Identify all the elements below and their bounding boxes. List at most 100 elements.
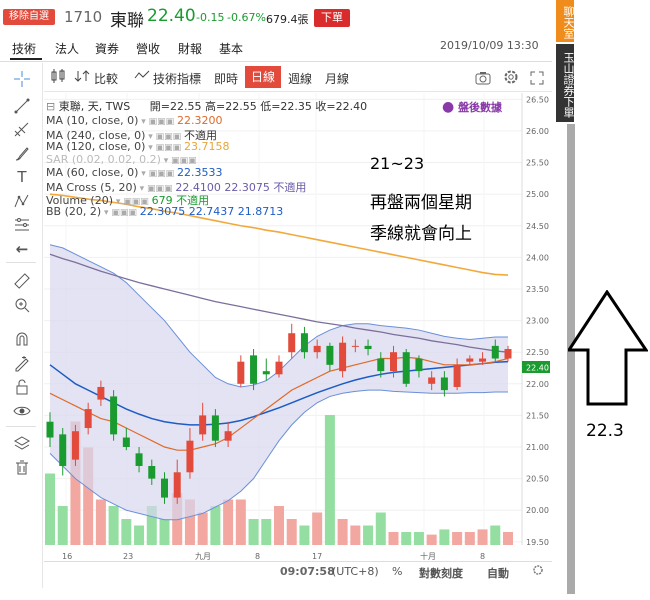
settings-small-icon[interactable] xyxy=(532,564,544,579)
chat-room-tab[interactable]: 聊天室 xyxy=(556,0,575,42)
chart-bottom-bar: 09:07:58 (UTC+8) % 對數刻度 自動 xyxy=(44,561,552,582)
price-axis: 26.50 26.00 25.50 25.00 24.50 24.00 23.50 23.00… xyxy=(526,95,549,547)
price-tick-label: 19.50 xyxy=(526,538,549,547)
candle-body xyxy=(491,345,499,359)
price-tick-label: 20.50 xyxy=(526,475,549,484)
ma240-line xyxy=(49,253,509,353)
lock-icon[interactable] xyxy=(13,378,31,396)
legend-title-row: ⊟ 東聯, 天, TWS 開=22.55 高=22.55 低=22.35 收=2… xyxy=(46,98,367,114)
pattern-icon[interactable] xyxy=(13,192,31,210)
candle-body xyxy=(186,440,194,473)
zoom-in-icon[interactable] xyxy=(13,296,31,314)
tab-basic[interactable]: 基本 xyxy=(219,42,244,56)
legend-line-value: 22.3200 xyxy=(177,114,223,127)
layers-icon[interactable] xyxy=(13,434,31,452)
ma60-line xyxy=(49,360,509,426)
legend-line-label: SAR (0.02, 0.02, 0.2) xyxy=(46,153,161,166)
percent-toggle[interactable]: % xyxy=(392,565,403,578)
compare-button[interactable]: 比較 xyxy=(94,72,119,86)
up-arrow-icon xyxy=(566,289,649,410)
legend-line-row[interactable]: BB (20, 2) ▾ ▣▣▣ 22.3075 22.7437 21.8713 xyxy=(46,205,306,218)
auto-scale-toggle[interactable]: 自動 xyxy=(487,567,509,580)
volume-bar xyxy=(401,532,412,545)
after-hours-label: ● 盤後數據 xyxy=(442,99,503,115)
legend-line-row[interactable]: MA (240, close, 0) ▾ ▣▣▣ 不適用 xyxy=(46,127,306,142)
vertical-scrollbar[interactable] xyxy=(567,124,575,594)
volume-bar xyxy=(70,421,81,545)
volume-bar xyxy=(350,525,361,545)
candle-type-icon[interactable] xyxy=(50,68,66,87)
candle-body xyxy=(161,478,168,498)
legend-line-row[interactable]: Volume (20) ▾ ▣▣▣ 679 不適用 xyxy=(46,192,306,207)
candle-body xyxy=(71,431,79,460)
order-button[interactable]: 下單 xyxy=(314,9,350,27)
legend-line-row[interactable]: MA Cross (5, 20) ▾ ▣▣▣ 22.4100 22.3075 不… xyxy=(46,179,306,194)
tab-technical[interactable]: 技術 xyxy=(12,42,37,56)
camera-icon[interactable] xyxy=(475,70,491,89)
indicators-icon[interactable] xyxy=(134,69,150,84)
volume-bar xyxy=(235,499,246,545)
legend-line-row[interactable]: MA (120, close, 0) ▾ ▣▣▣ 23.7158 xyxy=(46,140,306,153)
legend-line-label: MA (240, close, 0) xyxy=(46,129,146,142)
volume-bar xyxy=(464,532,475,545)
compare-icon[interactable] xyxy=(74,69,90,86)
back-arrow-icon[interactable]: ← xyxy=(15,240,29,258)
tab-margin[interactable]: 資券 xyxy=(95,42,120,56)
log-scale-toggle[interactable]: 對數刻度 xyxy=(419,567,463,580)
interval-weekly[interactable]: 週線 xyxy=(288,72,313,86)
position-tool-icon[interactable] xyxy=(13,216,31,234)
indicators-button[interactable]: 技術指標 xyxy=(153,72,202,86)
legend-line-label: MA (120, close, 0) xyxy=(46,140,146,153)
volume-bar xyxy=(223,499,234,545)
legend-line-value: 不適用 xyxy=(184,129,218,142)
legend-line-row[interactable]: MA (60, close, 0) ▾ ▣▣▣ 22.3533 xyxy=(46,166,306,179)
volume-bar xyxy=(134,525,145,545)
price-tick-label: 23.50 xyxy=(526,285,549,294)
annotation-line1: 再盤兩個星期 xyxy=(370,193,472,213)
tab-revenue[interactable]: 營收 xyxy=(136,42,161,56)
volume-bar xyxy=(146,506,157,545)
trash-icon[interactable] xyxy=(13,458,31,476)
timezone[interactable]: (UTC+8) xyxy=(332,565,379,578)
eye-icon[interactable] xyxy=(13,402,31,420)
remove-watchlist-button[interactable]: 移除自選 xyxy=(3,9,55,25)
volume-bar xyxy=(210,506,221,545)
candle-body xyxy=(59,434,67,466)
text-tool-icon[interactable]: T xyxy=(17,168,27,186)
ruler-icon[interactable] xyxy=(13,272,31,290)
price-chart[interactable]: 26.50 26.00 25.50 25.00 24.50 24.00 23.50 23.00… xyxy=(44,93,552,563)
candle-body xyxy=(211,415,219,441)
crosshair-icon[interactable] xyxy=(13,70,31,88)
candle-body xyxy=(148,465,156,479)
interval-daily[interactable]: 日線 xyxy=(245,66,281,88)
settings-icon[interactable] xyxy=(503,69,519,89)
interval-intraday[interactable]: 即時 xyxy=(214,72,239,86)
legend-controls-icon: ▾ ▣▣▣ xyxy=(138,117,178,127)
fib-tool-icon[interactable] xyxy=(13,121,31,139)
tab-financials[interactable]: 財報 xyxy=(178,42,203,56)
tab-institutional[interactable]: 法人 xyxy=(55,42,80,56)
collapse-icon[interactable]: ⊟ xyxy=(46,100,59,113)
legend-line-row[interactable]: SAR (0.02, 0.02, 0.2) ▾ ▣▣▣ xyxy=(46,153,306,166)
chart-canvas[interactable]: 26.50 26.00 25.50 25.00 24.50 24.00 23.50 23.00… xyxy=(44,93,552,563)
interval-monthly[interactable]: 月線 xyxy=(325,72,350,86)
candle-body xyxy=(504,349,512,359)
date-tick-label: 8 xyxy=(255,552,260,561)
candle-body xyxy=(199,415,207,435)
trendline-icon[interactable] xyxy=(13,97,31,115)
draw-mode-icon[interactable] xyxy=(13,354,31,372)
clock-time: 09:07:58 xyxy=(280,565,335,578)
legend-line-row[interactable]: MA (10, close, 0) ▾ ▣▣▣ 22.3200 xyxy=(46,114,306,127)
magnet-icon[interactable] xyxy=(13,330,31,348)
legend-line-label: BB (20, 2) xyxy=(46,205,102,218)
broker-order-tab[interactable]: 玉山證券下單 xyxy=(556,44,575,122)
fullscreen-icon[interactable] xyxy=(530,70,544,89)
brush-icon[interactable] xyxy=(13,145,31,163)
candle-body xyxy=(428,377,436,384)
volume-bar xyxy=(375,512,386,545)
last-price-tag: 22.40 xyxy=(526,364,549,373)
candle-body xyxy=(97,386,105,400)
candle-body xyxy=(479,358,487,362)
drawing-toolbar xyxy=(0,63,43,588)
legend-controls-icon: ▾ ▣▣▣ xyxy=(160,156,197,166)
